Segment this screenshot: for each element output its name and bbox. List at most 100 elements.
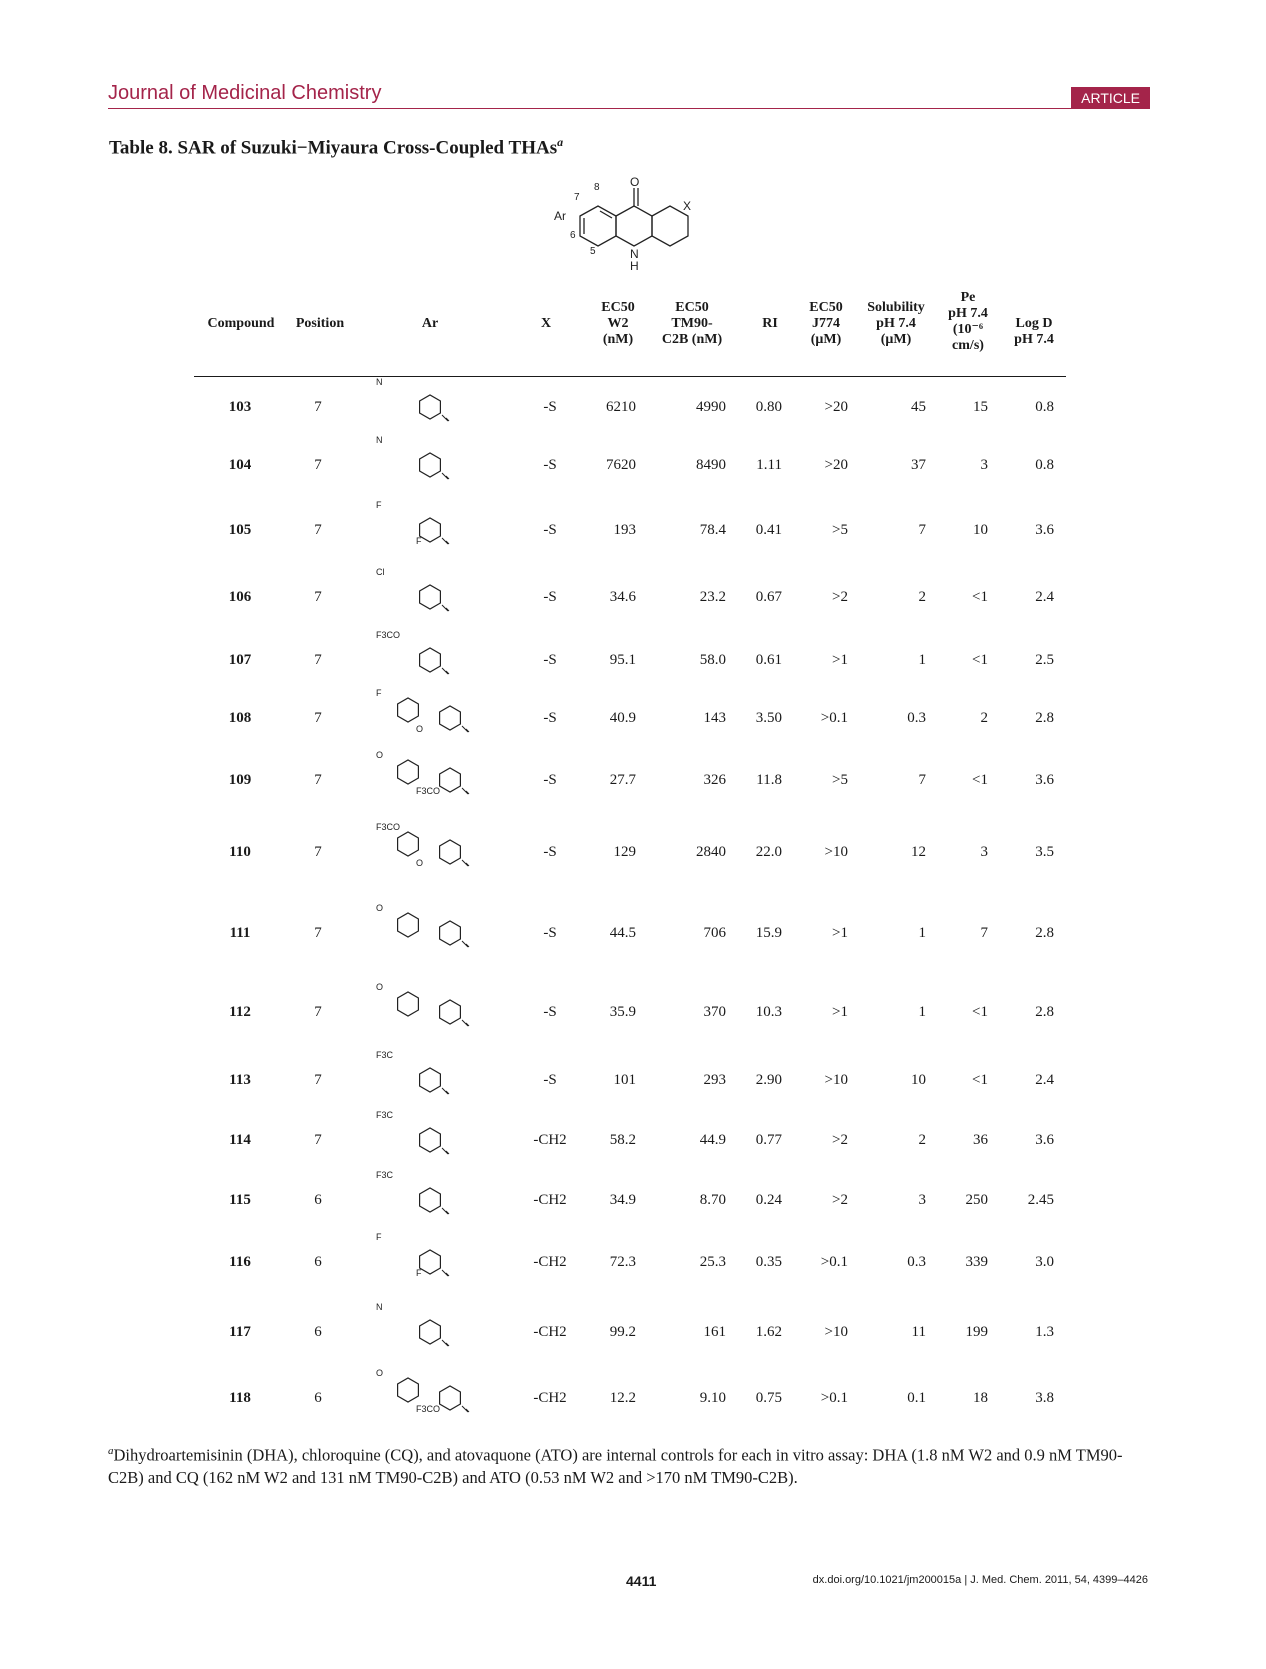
cell-compound: 110 — [229, 844, 251, 860]
cell-compound: 112 — [229, 1004, 251, 1020]
cell-logd: 0.8 — [1035, 457, 1054, 473]
cell-pe: <1 — [972, 1072, 988, 1088]
ar-atom-label: F — [416, 1268, 422, 1278]
cell-pe: 18 — [973, 1390, 988, 1406]
cell-j774: >20 — [824, 457, 848, 473]
cell-sol: 2 — [918, 1132, 927, 1148]
col-pe-line1: Pe — [960, 290, 976, 305]
cell-position: 6 — [314, 1324, 322, 1340]
core-position-8: 8 — [594, 182, 600, 193]
cell-ri: 1.11 — [756, 457, 782, 473]
ar-atom-label: F3CO — [416, 1404, 440, 1414]
table-row: 107 7 -S 95.1 58.0 0.61 >1 1 <1 2.5 F3CO — [0, 630, 1266, 675]
cell-ri: 0.35 — [755, 1254, 782, 1270]
cell-j774: >20 — [824, 399, 848, 415]
cell-w2: 129 — [613, 844, 637, 860]
cell-tm: 161 — [703, 1324, 727, 1340]
cell-ri: 15.9 — [755, 925, 782, 941]
cell-pe: 250 — [965, 1192, 989, 1208]
cell-sol: 10 — [911, 1072, 926, 1088]
ar-atom-label: F — [416, 536, 422, 546]
cell-tm: 44.9 — [699, 1132, 726, 1148]
cell-logd: 3.8 — [1035, 1390, 1054, 1406]
cell-position: 6 — [314, 1254, 322, 1270]
cell-compound: 109 — [228, 772, 252, 788]
cell-position: 7 — [314, 522, 322, 538]
chloro-methylphenyl-icon: Cl — [370, 563, 500, 627]
cell-tm: 23.2 — [699, 589, 726, 605]
col-ar: Ar — [421, 316, 439, 331]
ar-atom-label: F3C — [376, 1050, 394, 1060]
benzyloxyphenyl-icon: O — [370, 978, 500, 1042]
ar-atom-label: F — [376, 500, 382, 510]
cell-position: 7 — [314, 1132, 322, 1148]
cell-j774: >1 — [832, 652, 848, 668]
core-h-label: H — [630, 259, 639, 273]
cell-ri: 1.62 — [755, 1324, 782, 1340]
phenoxymethylphenyl-icon: O — [370, 899, 500, 963]
col-pe-line3: (10⁻⁶ — [952, 322, 984, 337]
trifluoromethylphenyl-icon: F3C — [370, 1106, 500, 1170]
cell-j774: >10 — [824, 1072, 848, 1088]
cell-w2: 99.2 — [609, 1324, 636, 1340]
cell-x: -CH2 — [533, 1324, 567, 1340]
cell-pe: 10 — [973, 522, 988, 538]
cell-j774: >1 — [832, 1004, 848, 1020]
cell-x: -CH2 — [533, 1132, 567, 1148]
table-row: 117 6 -CH2 99.2 161 1.62 >10 11 199 1.3 N — [0, 1302, 1266, 1347]
cell-logd: 2.4 — [1035, 1072, 1054, 1088]
cell-position: 7 — [314, 589, 322, 605]
cell-logd: 3.6 — [1035, 1132, 1054, 1148]
cell-ri: 0.24 — [755, 1192, 782, 1208]
cell-logd: 2.8 — [1035, 710, 1054, 726]
cell-tm: 706 — [703, 925, 727, 941]
cell-j774: >1 — [832, 925, 848, 941]
trifluoromethylphenyl-icon: F3C — [370, 1046, 500, 1110]
cell-w2: 193 — [613, 522, 637, 538]
table-row: 105 7 -S 193 78.4 0.41 >5 7 10 3.6 F F — [0, 500, 1266, 546]
col-logd-line2: pH 7.4 — [1014, 332, 1054, 347]
cell-ri: 22.0 — [755, 844, 782, 860]
cell-ri: 3.50 — [755, 710, 782, 726]
col-ec50-w2-line2: W2 — [607, 316, 629, 331]
col-compound: Compound — [207, 316, 275, 331]
cell-ri: 0.77 — [755, 1132, 782, 1148]
cell-x: -S — [543, 844, 557, 860]
page-number: 4411 — [626, 1573, 657, 1589]
cell-position: 7 — [314, 457, 322, 473]
col-solubility: Solubility pH 7.4 (μM) — [856, 300, 936, 348]
col-x: X — [540, 316, 552, 331]
table-header-rule — [194, 376, 1066, 377]
ar-atom-label: F3CO — [416, 786, 440, 796]
ar-atom-label: F3CO — [376, 822, 400, 832]
col-pe-line4: cm/s) — [952, 338, 984, 353]
table-row: 110 7 -S 129 2840 22.0 >10 12 3 3.5 F3CO O — [0, 822, 1266, 868]
table-title-text: Table 8. SAR of Suzuki−Miyaura Cross-Cou… — [109, 137, 558, 159]
cell-tm: 293 — [703, 1072, 727, 1088]
cell-j774: >0.1 — [820, 1390, 848, 1406]
cell-tm: 326 — [703, 772, 727, 788]
col-ec50-j774: EC50 J774 (μM) — [798, 300, 854, 348]
cell-x: -S — [543, 710, 557, 726]
col-solubility-line1: Solubility — [867, 300, 925, 315]
core-position-6: 6 — [570, 230, 576, 241]
cell-logd: 2.4 — [1035, 589, 1054, 605]
cell-j774: >0.1 — [820, 710, 848, 726]
journal-title: Journal of Medicinal Chemistry — [108, 82, 382, 104]
table-title-footnote-mark: a — [557, 135, 564, 149]
table-footnote: aDihydroartemisinin (DHA), chloroquine (… — [108, 1440, 1158, 1489]
core-x-label: X — [683, 199, 691, 213]
trifluoromethylphenyl-icon: F3C — [370, 1166, 500, 1230]
citation: dx.doi.org/10.1021/jm200015a | J. Med. C… — [812, 1574, 1148, 1586]
col-pe: Pe pH 7.4 (10⁻⁶ cm/s) — [940, 290, 996, 354]
cell-j774: >10 — [824, 844, 848, 860]
cell-sol: 12 — [911, 844, 926, 860]
cell-logd: 2.5 — [1035, 652, 1054, 668]
ar-atom-label: Cl — [376, 567, 385, 577]
cell-pe: 3 — [980, 457, 989, 473]
cell-sol: 1 — [918, 925, 927, 941]
cell-compound: 105 — [228, 522, 252, 538]
ar-atom-label: F3C — [376, 1110, 394, 1120]
cell-w2: 72.3 — [609, 1254, 636, 1270]
cell-sol: 0.3 — [907, 710, 926, 726]
